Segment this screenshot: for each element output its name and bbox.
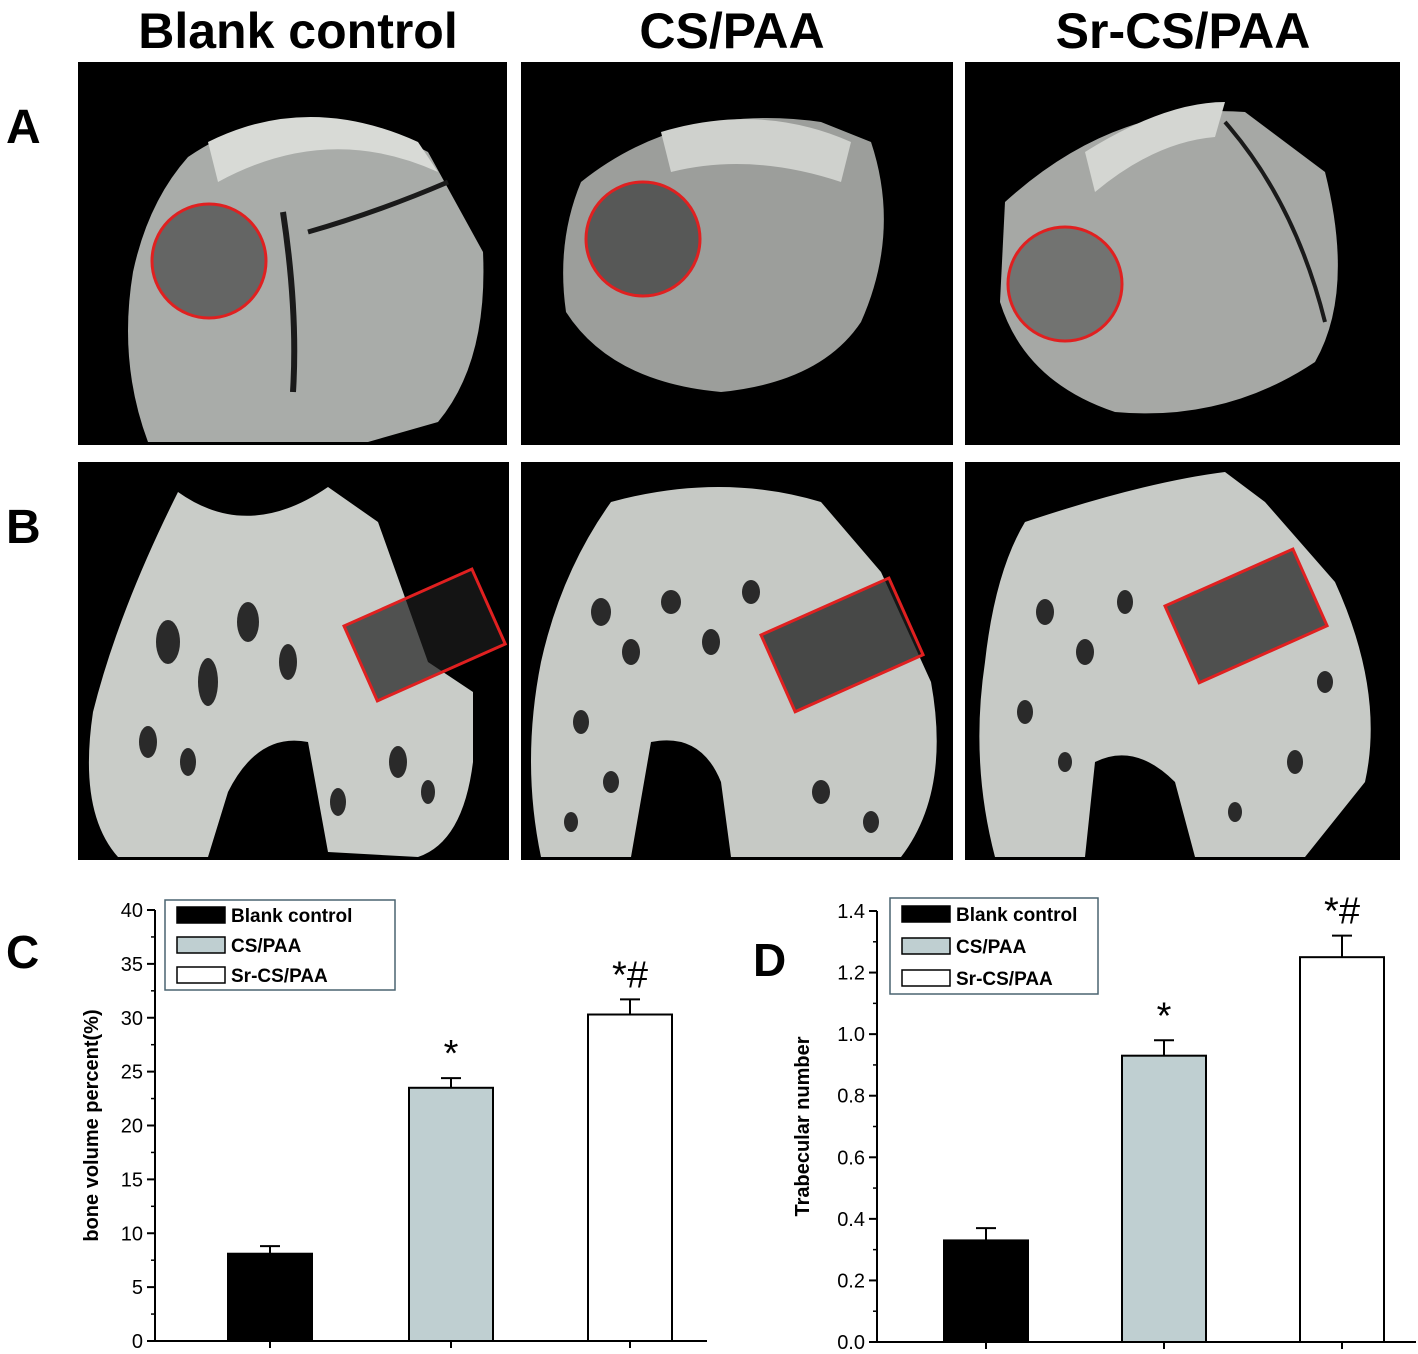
microct-image-b-cs-paa [521, 462, 953, 860]
bar-c-2 [408, 1086, 494, 1342]
bone-render-a-2 [563, 118, 884, 392]
y-tick-label-c: 25 [121, 1062, 143, 1084]
row-label-a: A [6, 101, 41, 154]
roi-rect-b-1 [342, 567, 508, 703]
y-tick-label-d: 0.4 [837, 1209, 865, 1231]
bone-section-b-2 [531, 487, 937, 857]
y-tick-label-d: 1.2 [837, 963, 865, 985]
y-tick-label-d: 0.8 [837, 1086, 865, 1108]
y-tick-label-c: 0 [132, 1331, 143, 1353]
microct-image-a-cs-paa [521, 62, 953, 445]
microct-image-b-sr-cs-paa [965, 462, 1400, 860]
significance-mark-c-2: * [444, 1033, 459, 1075]
bar-c-3 [587, 1013, 673, 1343]
bone-section-b-1 [88, 487, 508, 857]
y-tick-label-c: 15 [121, 1169, 143, 1191]
column-title-sr-cs-paa: Sr-CS/PAA [1055, 3, 1311, 59]
microct-image-a-blank-control [78, 62, 507, 445]
bone-render-a-3 [1000, 102, 1338, 414]
bar-chart-bone-volume: C 0 5 10 15 20 25 30 35 40 bone volume percent(%) *… [6, 899, 707, 1353]
legend-swatch-c-2 [176, 936, 226, 954]
y-tick-label-c: 30 [121, 1008, 143, 1030]
bar-c-1 [227, 1252, 313, 1342]
significance-mark-c-3: *# [612, 954, 648, 996]
column-title-blank-control: Blank control [138, 3, 458, 59]
roi-rect-b-3 [1163, 547, 1330, 685]
y-tick-label-d: 0.0 [837, 1332, 865, 1354]
significance-mark-d-3: *# [1324, 891, 1360, 933]
y-axis-label-c: bone volume percent(%) [81, 1009, 103, 1241]
bar-d-2 [1121, 1054, 1207, 1343]
roi-circle-a-2 [584, 180, 702, 298]
column-title-cs-paa: CS/PAA [639, 3, 825, 59]
y-tick-label-d: 0.6 [837, 1147, 865, 1169]
roi-circle-a-3 [1006, 225, 1124, 343]
y-tick-label-d: 0.2 [837, 1270, 865, 1292]
row-label-b: B [6, 501, 41, 554]
microct-image-b-blank-control [78, 462, 509, 860]
legend-label-c-3: Sr-CS/PAA [231, 966, 328, 987]
y-axis-label-d: Trabecular number [792, 1036, 814, 1216]
bone-render-a-1 [128, 117, 484, 442]
y-tick-label-c: 35 [121, 954, 143, 976]
y-tick-label-c: 10 [121, 1223, 143, 1245]
y-tick-label-c: 40 [121, 900, 143, 922]
y-tick-label-c: 20 [121, 1116, 143, 1138]
microct-image-a-sr-cs-paa [965, 62, 1400, 445]
roi-rect-b-2 [759, 576, 926, 714]
legend-swatch-d-2 [901, 937, 951, 955]
panel-label-d: D [753, 934, 786, 986]
bar-chart-trabecular-number: D 0.0 0.2 0.4 0.6 0.8 1.0 1.2 1.4 Trabecular numb… [753, 891, 1416, 1354]
bar-d-3 [1299, 956, 1385, 1344]
roi-circle-a-1 [150, 202, 268, 320]
bar-d-1 [943, 1239, 1029, 1343]
legend-label-c-1: Blank control [231, 906, 352, 927]
legend-swatch-d-3 [901, 969, 951, 987]
y-tick-label-d: 1.0 [837, 1024, 865, 1046]
legend-swatch-d-1 [901, 905, 951, 923]
legend-label-d-2: CS/PAA [956, 937, 1027, 958]
legend-label-d-1: Blank control [956, 905, 1077, 926]
bone-section-b-3 [979, 472, 1371, 857]
legend-label-c-2: CS/PAA [231, 936, 302, 957]
significance-mark-d-2: * [1157, 995, 1172, 1037]
y-tick-label-c: 5 [132, 1277, 143, 1299]
legend-label-d-3: Sr-CS/PAA [956, 969, 1053, 990]
y-tick-label-d: 1.4 [837, 901, 865, 923]
legend-swatch-c-1 [176, 906, 226, 924]
panel-label-c: C [6, 926, 39, 978]
legend-swatch-c-3 [176, 966, 226, 984]
